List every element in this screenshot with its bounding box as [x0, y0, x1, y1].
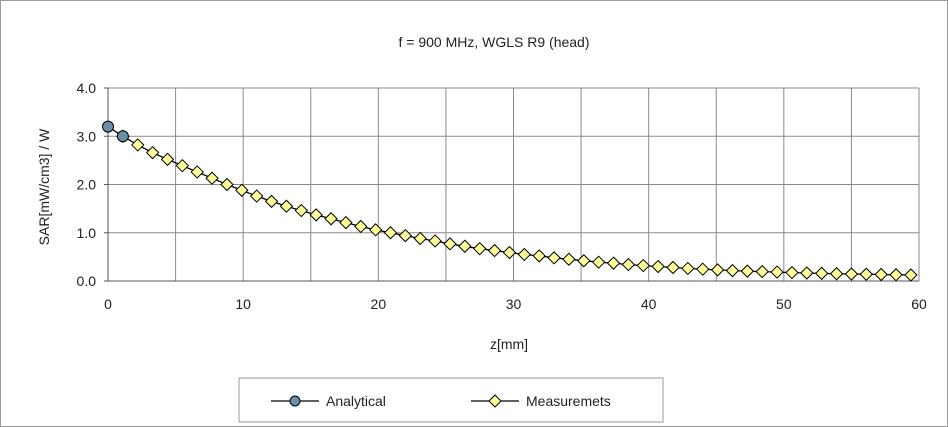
- measurement-point: [681, 261, 695, 276]
- measurement-point: [755, 264, 769, 279]
- y-tick-label: 4.0: [77, 80, 97, 96]
- measurement-point: [339, 215, 353, 230]
- measurement-point: [502, 245, 517, 260]
- measurement-point: [473, 241, 487, 256]
- legend: Analytical Measuremets: [238, 377, 664, 423]
- y-tick-label: 2.0: [77, 177, 97, 193]
- measurement-point: [651, 259, 665, 274]
- axes: [104, 87, 919, 282]
- measurement-point: [606, 256, 621, 270]
- measurement-point: [235, 183, 249, 197]
- measurement-point: [829, 267, 844, 281]
- y-axis-label: SAR[mW/cm3] / W: [36, 128, 52, 245]
- x-tick-label: 20: [371, 296, 387, 312]
- measurement-point: [145, 145, 160, 160]
- measurement-point: [279, 199, 294, 213]
- measurement-point: [859, 267, 873, 281]
- measurement-point: [294, 203, 308, 218]
- legend-label-analytical: Analytical: [326, 393, 386, 409]
- measurement-point: [785, 265, 799, 280]
- measurement-point: [428, 234, 442, 248]
- data-points: [102, 120, 918, 282]
- measurement-point: [814, 266, 829, 281]
- legend-marker-analytical: [289, 395, 301, 407]
- measurement-point: [666, 260, 680, 275]
- measurement-point: [487, 243, 502, 258]
- measurement-point: [160, 152, 175, 167]
- measurement-point: [220, 177, 234, 192]
- measurement-point: [889, 268, 903, 282]
- x-axis-label: z[mm]: [490, 336, 528, 352]
- measurement-point: [696, 262, 710, 276]
- chart-title: f = 900 MHz, WGLS R9 (head): [398, 34, 589, 50]
- legend-box: [238, 377, 664, 423]
- grid-lines: [108, 87, 920, 281]
- measurement-point: [874, 267, 888, 282]
- analytical-point: [116, 130, 129, 143]
- x-tick-label: 40: [641, 296, 657, 312]
- measurement-point: [324, 212, 338, 226]
- measurement-point: [562, 252, 576, 266]
- x-tick-label: 10: [235, 296, 251, 312]
- measurement-point: [532, 249, 546, 263]
- measurement-point: [904, 268, 918, 282]
- measurement-point: [591, 255, 606, 269]
- measurement-point: [740, 264, 755, 278]
- measurement-point: [517, 247, 532, 262]
- measurement-point: [710, 263, 725, 277]
- y-tick-label: 3.0: [77, 128, 97, 144]
- measurement-point: [131, 138, 145, 152]
- measurement-point: [205, 171, 219, 185]
- measurement-point: [725, 263, 740, 278]
- measurement-point: [175, 158, 190, 173]
- x-tick-label: 60: [911, 296, 927, 312]
- y-tick-label: 1.0: [77, 225, 97, 241]
- measurement-point: [190, 165, 204, 179]
- measurement-point: [636, 258, 650, 273]
- x-tick-label: 50: [776, 296, 792, 312]
- measurement-point: [458, 239, 472, 253]
- measurement-point: [844, 267, 859, 281]
- measurement-point: [309, 208, 323, 222]
- measurement-point: [383, 226, 398, 240]
- measurement-point: [443, 237, 457, 251]
- measurement-point: [354, 219, 368, 234]
- x-tick-label: 30: [506, 296, 522, 312]
- analytical-point: [102, 120, 114, 133]
- measurement-point: [368, 223, 383, 237]
- measurement-point: [547, 251, 561, 265]
- measurement-point: [413, 231, 427, 246]
- measurement-point: [800, 266, 814, 280]
- measurement-point: [770, 265, 784, 279]
- legend-marker-measurements: [488, 394, 502, 408]
- tick-labels: 0.0 1.0 2.0 3.0 4.0 0 10 20 30 40 50 60: [77, 80, 927, 312]
- legend-label-measurements: Measuremets: [526, 393, 611, 409]
- measurement-point: [249, 189, 264, 203]
- x-tick-label: 0: [104, 296, 112, 312]
- measurement-point: [621, 257, 636, 272]
- measurement-point: [577, 254, 591, 268]
- measurement-point: [264, 194, 279, 209]
- measurement-point: [398, 228, 413, 243]
- y-tick-label: 0.0: [77, 273, 97, 289]
